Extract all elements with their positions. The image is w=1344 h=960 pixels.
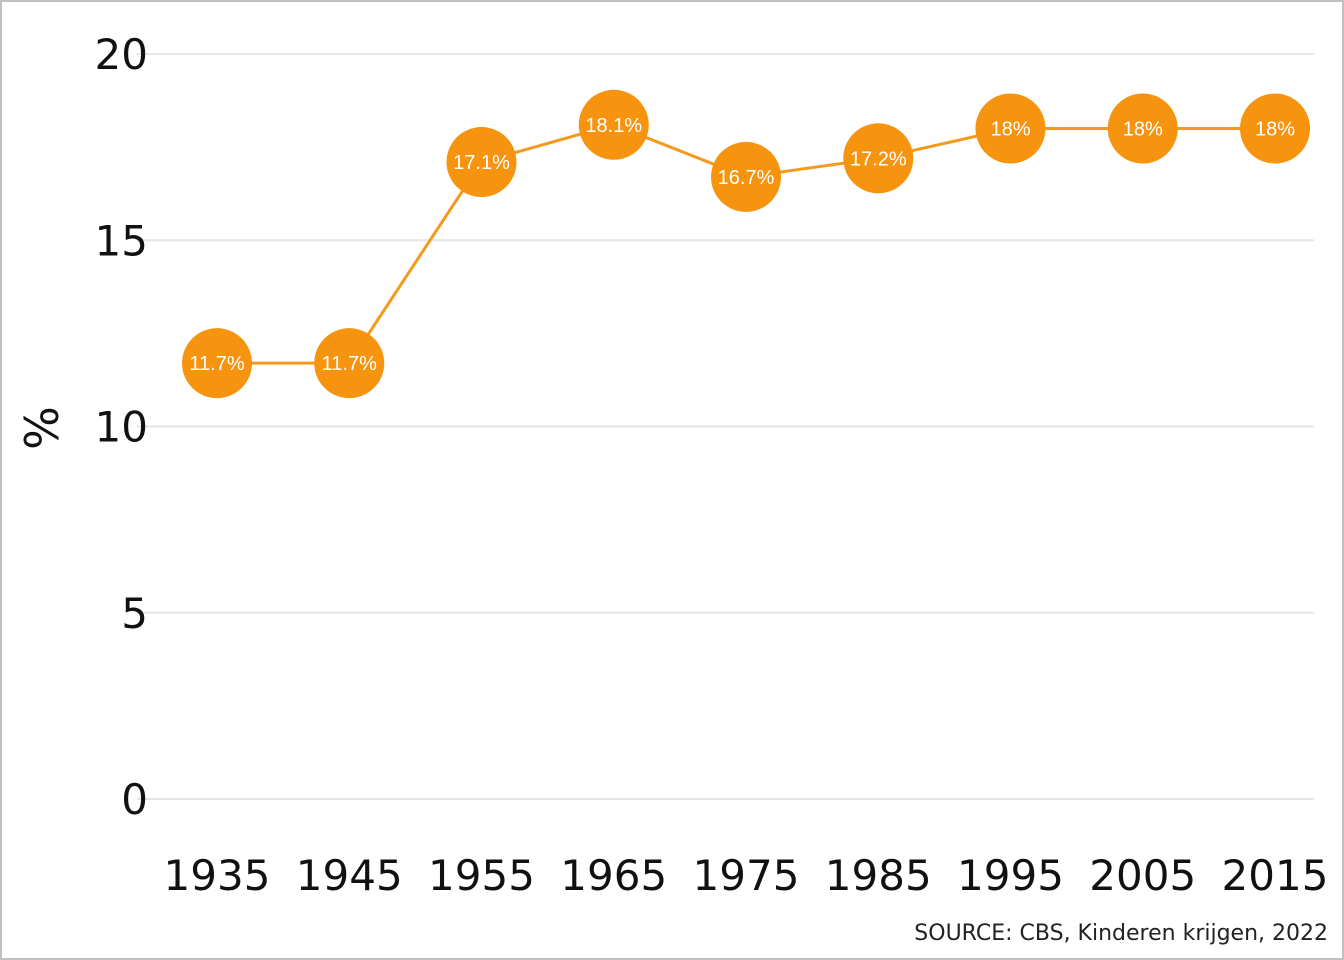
data-point [711, 141, 781, 212]
data-point [1240, 93, 1310, 164]
data-label: 17.1% [453, 152, 510, 174]
data-point [843, 123, 914, 194]
data-label: 18.1% [585, 115, 642, 137]
data-point [446, 127, 517, 198]
x-tick-label: 1955 [428, 851, 535, 900]
data-label: 18% [1255, 119, 1295, 141]
y-tick-label: 5 [121, 589, 148, 638]
y-tick-label: 0 [121, 775, 148, 824]
data-label: 11.7% [189, 353, 244, 375]
x-tick-label: 2015 [1222, 851, 1329, 900]
x-tick-label: 1945 [296, 851, 403, 900]
data-label: 18% [990, 119, 1030, 141]
data-label: 11.7% [322, 353, 377, 375]
y-axis-label: % [15, 406, 69, 450]
data-point [314, 328, 385, 399]
y-tick-label: 10 [95, 403, 148, 452]
x-tick-label: 1975 [693, 851, 800, 900]
data-point [182, 328, 252, 399]
y-tick-label: 15 [95, 216, 148, 265]
data-label: 17.2% [850, 148, 907, 170]
x-tick-label: 1935 [164, 851, 271, 900]
data-point [975, 93, 1046, 164]
data-point [578, 89, 649, 160]
x-tick-label: 1965 [560, 851, 667, 900]
x-tick-label: 2005 [1089, 851, 1196, 900]
y-tick-label: 20 [95, 30, 148, 79]
gridlines [137, 53, 1314, 800]
y-tick-labels: 0 5 10 15 20 [95, 30, 148, 824]
x-tick-label: 1995 [957, 851, 1064, 900]
data-label: 16.7% [718, 167, 775, 189]
source-note: SOURCE: CBS, Kinderen krijgen, 2022 [914, 921, 1328, 946]
data-label: 18% [1123, 119, 1163, 141]
series-layer: 11.7% 11.7% 17.1% 18.1% 16.7% 17.2% 18% 18% 18% [182, 89, 1310, 399]
data-point [1107, 93, 1178, 164]
x-tick-labels: 1935 1945 1955 1965 1975 1985 1995 2005 2015 [164, 851, 1329, 900]
x-tick-label: 1985 [825, 851, 932, 900]
